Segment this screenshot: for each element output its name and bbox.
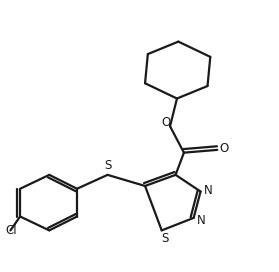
Text: S: S <box>104 159 111 172</box>
Text: N: N <box>204 184 213 197</box>
Text: S: S <box>161 232 168 245</box>
Text: O: O <box>220 142 229 155</box>
Text: O: O <box>161 116 170 129</box>
Text: N: N <box>197 214 206 227</box>
Text: Cl: Cl <box>5 224 17 237</box>
